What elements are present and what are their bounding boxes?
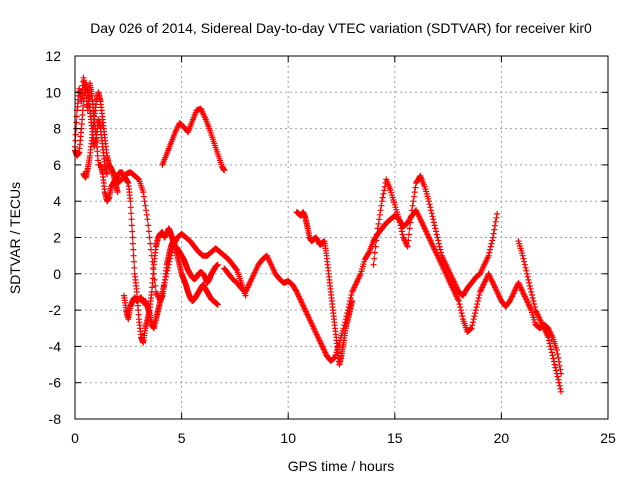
x-tick-label: 25 [600, 430, 616, 446]
data-points [72, 74, 565, 395]
y-tick-label: -8 [49, 411, 62, 427]
x-axis-label: GPS time / hours [288, 458, 395, 474]
chart-title: Day 026 of 2014, Sidereal Day-to-day VTE… [90, 20, 592, 36]
series-s10 [515, 238, 565, 395]
y-tick-label: 4 [53, 193, 61, 209]
data-point-markers [370, 172, 501, 299]
data-point-markers [515, 238, 565, 395]
series-s5 [114, 169, 249, 304]
axis-ticks: 0 5 10 15 20 25 -8 -6 -4 -2 0 2 4 6 8 10 12 [45, 48, 616, 446]
series-s7 [221, 207, 565, 377]
y-tick-label: -4 [49, 338, 62, 354]
y-tick-label: 0 [53, 266, 61, 282]
y-tick-label: -6 [49, 375, 62, 391]
y-tick-label: -2 [49, 302, 62, 318]
x-tick-label: 10 [280, 430, 296, 446]
data-point-markers [114, 169, 249, 304]
x-tick-label: 5 [178, 430, 186, 446]
y-tick-label: 2 [53, 230, 61, 246]
series-s8 [293, 209, 356, 368]
series-s3 [80, 89, 121, 196]
x-tick-label: 20 [494, 430, 510, 446]
x-tick-label: 0 [71, 430, 79, 446]
x-tick-label: 15 [387, 430, 403, 446]
series-s9 [370, 172, 501, 299]
y-tick-label: 6 [53, 157, 61, 173]
y-tick-label: 12 [45, 48, 61, 64]
data-point-markers [221, 207, 565, 377]
data-point-markers [80, 89, 121, 196]
y-tick-label: 10 [45, 84, 61, 100]
y-tick-label: 8 [53, 121, 61, 137]
y-axis-label: SDTVAR / TECUs [7, 182, 23, 294]
series-s6 [159, 105, 228, 174]
data-point-markers [159, 105, 228, 174]
data-point-markers [293, 209, 356, 368]
